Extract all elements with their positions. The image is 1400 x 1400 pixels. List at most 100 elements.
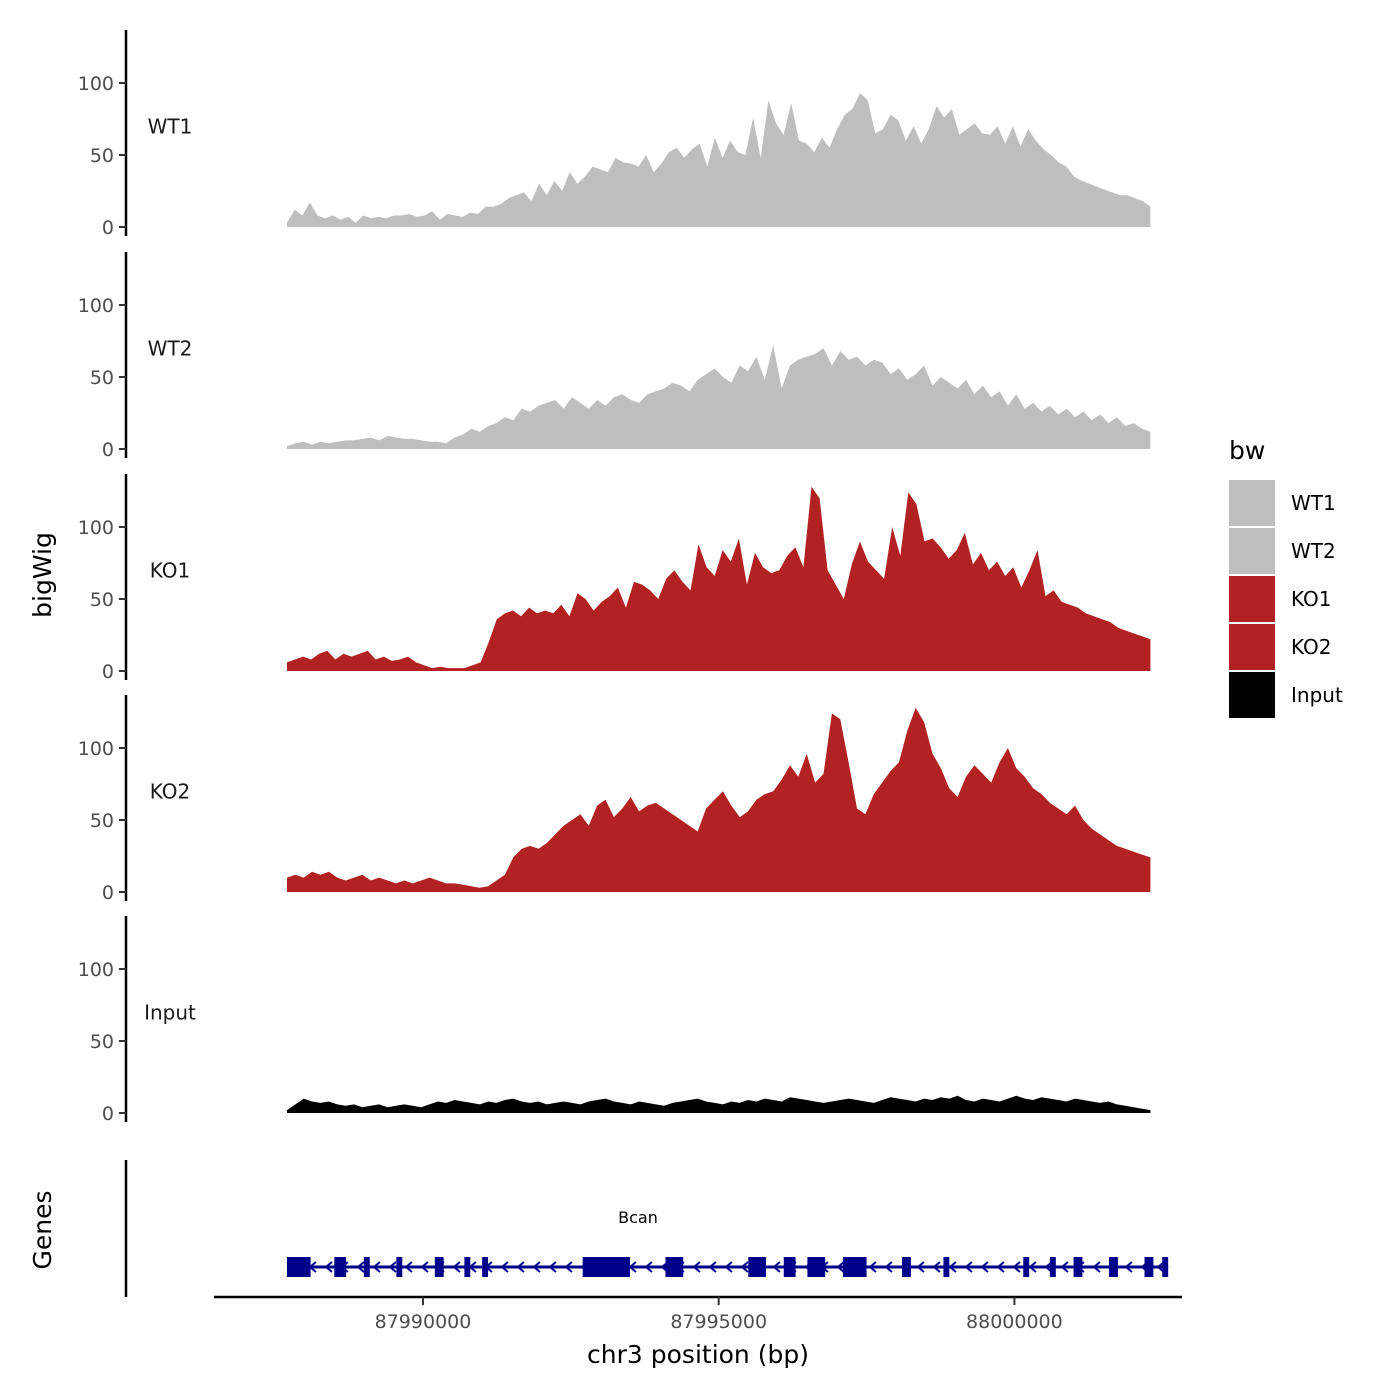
genes-panel: Bcan <box>124 1160 1169 1297</box>
x-axis-title: chr3 position (bp) <box>587 1340 809 1369</box>
strand-arrow <box>564 1261 573 1273</box>
strand-arrow <box>356 1261 365 1273</box>
gene-exon <box>464 1257 471 1277</box>
y-tick-label: 100 <box>78 517 114 539</box>
x-tick-label: 88000000 <box>966 1311 1063 1333</box>
strand-arrow <box>692 1261 701 1273</box>
tracks-group: 0 50 100 WT1 0 50 100 WT2 0 50 100 KO1 0 50 100 KO2 0 50 1… <box>78 30 1151 1125</box>
strand-arrow <box>420 1261 429 1273</box>
strand-arrow <box>452 1261 461 1273</box>
y-tick-label: 0 <box>102 217 114 239</box>
track-label: KO2 <box>150 779 191 803</box>
legend-label: WT2 <box>1291 539 1336 563</box>
track-wt2: 0 50 100 WT2 <box>78 252 1151 461</box>
strand-arrow <box>324 1261 333 1273</box>
legend-swatch <box>1229 480 1275 526</box>
strand-arrow <box>644 1261 653 1273</box>
track-wt1: 0 50 100 WT1 <box>78 30 1151 239</box>
y-tick-label: 50 <box>90 145 114 167</box>
track-label: WT2 <box>148 336 193 360</box>
gene-exon <box>902 1257 911 1277</box>
gene-exon <box>396 1257 403 1277</box>
legend-item-ko1: KO1 <box>1229 576 1332 622</box>
legend: bw WT1 WT2 KO1 KO2 Input <box>1229 436 1343 718</box>
gene-exon <box>286 1257 311 1277</box>
gene-exon <box>434 1257 444 1277</box>
y-tick-label: 50 <box>90 810 114 832</box>
y-tick-label: 100 <box>78 295 114 317</box>
gene-exon <box>363 1257 370 1277</box>
legend-label: WT1 <box>1291 491 1336 515</box>
strand-arrow <box>916 1261 925 1273</box>
track-ko1: 0 50 100 KO1 <box>78 474 1151 683</box>
track-label: KO1 <box>150 558 191 582</box>
strand-arrow <box>948 1261 957 1273</box>
strand-arrow <box>1028 1261 1037 1273</box>
strand-arrow <box>868 1261 877 1273</box>
legend-item-wt1: WT1 <box>1229 480 1336 526</box>
coverage-area-wt1 <box>287 93 1151 227</box>
x-axis: 87990000 87995000 88000000 <box>214 1295 1182 1333</box>
legend-title: bw <box>1229 436 1265 465</box>
coverage-area-ko1 <box>287 486 1151 671</box>
strand-arrow <box>772 1261 781 1273</box>
strand-arrow <box>548 1261 557 1273</box>
strand-arrow <box>1012 1261 1021 1273</box>
gene-name-label: Bcan <box>618 1208 658 1227</box>
strand-arrow <box>532 1261 541 1273</box>
gene-exon <box>748 1257 767 1277</box>
gene-exon <box>482 1257 489 1277</box>
gene-exon <box>783 1257 796 1277</box>
gene-exon <box>1144 1257 1154 1277</box>
legend-item-ko2: KO2 <box>1229 624 1332 670</box>
legend-item-wt2: WT2 <box>1229 528 1336 574</box>
strand-arrow <box>964 1261 973 1273</box>
strand-arrow <box>1092 1261 1101 1273</box>
y-tick-label: 0 <box>102 882 114 904</box>
strand-arrow <box>500 1261 509 1273</box>
gene-exon <box>582 1257 630 1277</box>
track-ko2: 0 50 100 KO2 <box>78 695 1151 904</box>
y-axis-title: bigWig <box>28 532 57 618</box>
track-label: WT1 <box>148 114 193 138</box>
gene-exon <box>842 1257 867 1277</box>
strand-arrow <box>404 1261 413 1273</box>
coverage-area-wt2 <box>287 345 1151 449</box>
strand-arrow <box>1156 1261 1165 1273</box>
strand-arrow <box>884 1261 893 1273</box>
legend-item-input: Input <box>1229 672 1343 718</box>
y-tick-label: 100 <box>78 738 114 760</box>
y-tick-label: 50 <box>90 367 114 389</box>
gene-exon <box>807 1257 826 1277</box>
strand-arrow <box>740 1261 749 1273</box>
strand-arrow <box>1124 1261 1133 1273</box>
track-label: Input <box>144 1000 196 1024</box>
strand-arrow <box>724 1261 733 1273</box>
legend-label: Input <box>1291 683 1343 707</box>
x-tick-label: 87990000 <box>375 1311 472 1333</box>
strand-arrow <box>932 1261 941 1273</box>
legend-swatch <box>1229 672 1275 718</box>
y-tick-label: 50 <box>90 1031 114 1053</box>
y-tick-label: 100 <box>78 959 114 981</box>
gene-exon <box>1073 1257 1083 1277</box>
gene-exon <box>1049 1257 1056 1277</box>
strand-arrow <box>836 1261 845 1273</box>
strand-arrow <box>996 1261 1005 1273</box>
strand-arrow <box>388 1261 397 1273</box>
gene-exon <box>1162 1257 1169 1277</box>
y-tick-label: 0 <box>102 1103 114 1125</box>
gene-exon <box>1023 1257 1030 1277</box>
legend-label: KO2 <box>1291 635 1332 659</box>
y-tick-label: 0 <box>102 661 114 683</box>
coverage-area-ko2 <box>287 707 1151 892</box>
gene-exon <box>943 1257 950 1277</box>
strand-arrow <box>1060 1261 1069 1273</box>
strand-arrow <box>516 1261 525 1273</box>
strand-arrow <box>372 1261 381 1273</box>
legend-swatch <box>1229 528 1275 574</box>
coverage-area-input <box>287 1095 1151 1113</box>
legend-swatch <box>1229 576 1275 622</box>
strand-arrow <box>980 1261 989 1273</box>
